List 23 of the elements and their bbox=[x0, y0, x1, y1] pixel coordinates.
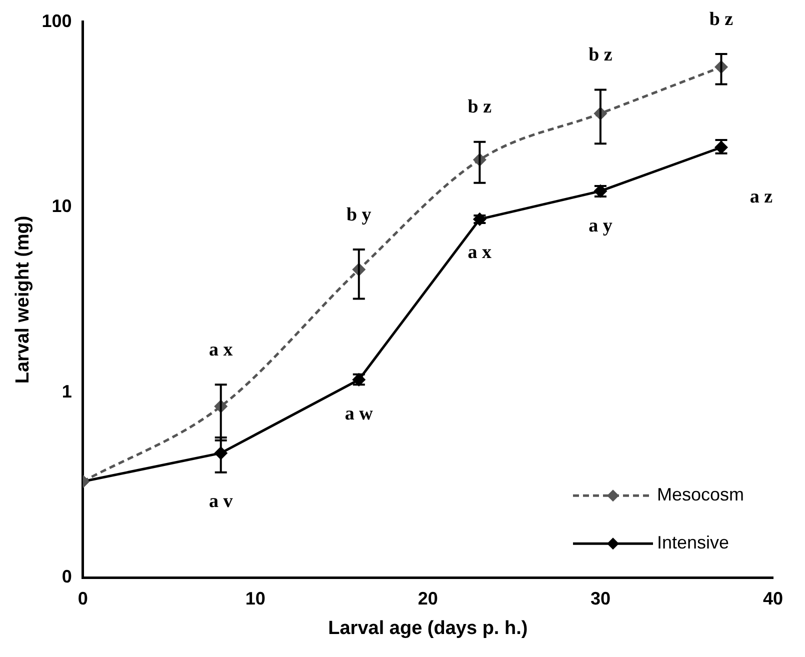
annotation: a x bbox=[208, 340, 234, 361]
annotation: a w bbox=[344, 404, 374, 425]
x-tick-label: 10 bbox=[245, 588, 266, 608]
legend-label: Mesocosm bbox=[657, 484, 744, 505]
x-axis-title: Larval age (days p. h.) bbox=[328, 618, 528, 639]
y-tick-label: 100 bbox=[42, 10, 72, 31]
x-tick-label: 40 bbox=[762, 588, 784, 608]
annotation: a v bbox=[208, 491, 234, 512]
x-tick-label: 20 bbox=[418, 588, 438, 608]
legend-label: Intensive bbox=[657, 532, 730, 553]
x-tick-label: 30 bbox=[590, 588, 610, 608]
annotation: a z bbox=[750, 186, 774, 208]
y-tick-label: 1 bbox=[62, 381, 72, 402]
y-tick-label: 0 bbox=[62, 566, 72, 587]
annotation: a x bbox=[468, 242, 492, 263]
y-tick-label: 10 bbox=[52, 196, 72, 216]
x-tick-label: 0 bbox=[78, 588, 88, 608]
annotation: b y bbox=[346, 204, 372, 226]
annotation: b z bbox=[709, 8, 734, 30]
y-axis-title: Larval weight (mg) bbox=[12, 216, 34, 384]
annotation: b z bbox=[588, 44, 613, 66]
annotation: b z bbox=[468, 96, 492, 118]
annotation: a y bbox=[588, 215, 613, 236]
